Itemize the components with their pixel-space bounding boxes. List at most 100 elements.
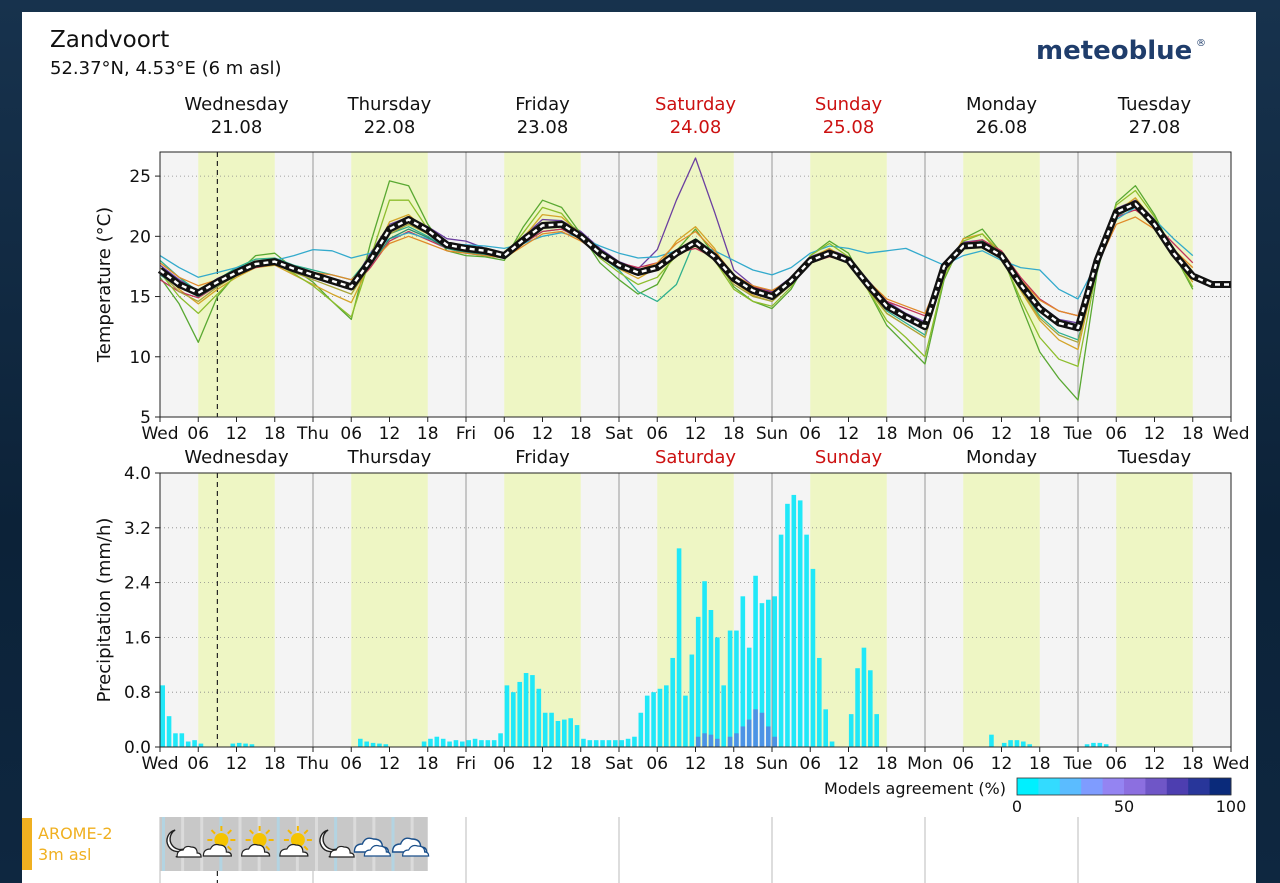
precip-x-tick-label: 12 (226, 754, 248, 774)
precip-bar (479, 740, 484, 747)
temp-daylight-band (504, 152, 581, 417)
model-strip-shade (315, 817, 318, 871)
precip-bar (715, 637, 720, 747)
precip-daylight-band (963, 473, 1040, 747)
model-strip-shade (391, 817, 395, 871)
precip-agreement-bar (727, 736, 733, 747)
precip-x-tick-label: 06 (952, 754, 974, 774)
precip-x-tick-label: Tue (1062, 754, 1092, 774)
precip-x-tick-label: 18 (417, 754, 439, 774)
sun-ray (265, 845, 271, 851)
precip-bar (746, 647, 752, 747)
precip-agreement-bar (753, 709, 758, 747)
location-title: Zandvoort (50, 27, 169, 53)
precip-bar (364, 741, 369, 747)
precip-x-tick-label: 18 (723, 754, 745, 774)
temp-x-tick-label: Sat (605, 424, 633, 444)
legend-swatch (1124, 778, 1146, 795)
precip-bar (370, 742, 376, 747)
precip-bar (581, 738, 586, 747)
precip-x-tick-label: 18 (876, 754, 898, 774)
precip-bar (759, 603, 765, 747)
precip-bar (198, 743, 204, 747)
precip-daylight-band (1116, 473, 1193, 747)
precip-y-tick-label: 0.8 (124, 683, 151, 703)
temp-x-tick-label: 18 (417, 424, 439, 444)
precip-bar (766, 599, 771, 747)
precip-bar (523, 673, 529, 747)
precip-y-axis-label: Precipitation (mm/h) (94, 518, 115, 703)
precip-bar (753, 575, 758, 747)
precip-x-tick-label: 12 (379, 754, 401, 774)
temp-x-tick-label: Wed (141, 424, 178, 444)
sun-ray (227, 829, 232, 835)
temp-x-tick-label: 18 (876, 424, 898, 444)
precip-bar (868, 670, 873, 747)
temp-day-date: 27.08 (1129, 117, 1181, 138)
model-strip-shade (200, 817, 204, 871)
temp-daylight-band (963, 152, 1040, 417)
precip-bar (447, 741, 452, 747)
precip-agreement-bar (759, 712, 765, 747)
precip-daylight-band (504, 473, 581, 747)
precip-bar (727, 630, 733, 747)
precip-day-name: Saturday (655, 447, 736, 468)
temp-x-tick-label: Sun (756, 424, 788, 444)
precip-day-name: Thursday (347, 447, 432, 468)
precip-x-tick-label: 06 (646, 754, 668, 774)
precip-bar (230, 743, 236, 747)
precip-bar (874, 714, 879, 747)
precip-y-tick-label: 4.0 (124, 464, 151, 484)
temp-day-date: 23.08 (517, 117, 569, 138)
meteogram-chart: Zandvoort 52.37°N, 4.53°E (6 m asl) mete… (22, 27, 1250, 883)
precip-bar (613, 740, 618, 747)
legend-tick-label: 100 (1216, 797, 1247, 816)
precip-day-name: Friday (515, 447, 570, 468)
model-strip: AROME-2 3m asl (22, 817, 1079, 883)
precip-y-tick-label: 1.6 (124, 628, 151, 648)
cloud-shape (202, 843, 232, 857)
precip-bar (823, 709, 828, 747)
sun-cloud-icon (279, 826, 312, 857)
temp-x-tick-label: 12 (532, 424, 554, 444)
precip-day-name: Wednesday (184, 447, 289, 468)
precip-bar (651, 692, 656, 747)
precip-bar (670, 657, 675, 747)
precip-bar (797, 500, 803, 747)
models-agreement-legend: Models agreement (%) 0 50 100 (824, 777, 1247, 816)
precip-agreement-bar (695, 736, 701, 747)
model-strip-shade (238, 817, 242, 871)
legend-title: Models agreement (%) (824, 779, 1006, 798)
moon-cloud-icon (166, 829, 202, 858)
precip-bar (517, 681, 522, 747)
temp-x-tick-label: Mon (907, 424, 943, 444)
precip-bar (791, 494, 797, 747)
precip-agreement-bar (702, 733, 707, 747)
precip-daylight-band (351, 473, 428, 747)
legend-swatch (1059, 778, 1082, 795)
precip-bar (702, 581, 707, 747)
sun-cloud-icon (241, 826, 274, 857)
temp-day-date: 26.08 (976, 117, 1028, 138)
precip-bar (740, 596, 746, 747)
temp-x-tick-label: 18 (264, 424, 286, 444)
precip-x-tick-label: 06 (187, 754, 209, 774)
precip-bar (555, 720, 561, 747)
temp-x-tick-label: 06 (187, 424, 209, 444)
meteoblue-logo[interactable]: meteoblue (1036, 36, 1192, 66)
legend-swatch (1038, 778, 1061, 795)
precip-bar (1001, 742, 1007, 747)
precip-x-tick-label: Sat (605, 754, 633, 774)
temp-x-tick-label: 06 (799, 424, 821, 444)
precip-day-name: Monday (966, 447, 1037, 468)
temp-x-tick-label: 06 (493, 424, 515, 444)
precip-bar (498, 733, 503, 747)
precip-bar (460, 741, 465, 747)
precip-x-tick-label: Wed (1212, 754, 1249, 774)
temp-day-name: Tuesday (1117, 94, 1192, 115)
precip-x-tick-label: 12 (685, 754, 707, 774)
temp-day-date: 25.08 (823, 117, 875, 138)
precip-bar (829, 741, 835, 747)
legend-swatch (1017, 778, 1039, 795)
